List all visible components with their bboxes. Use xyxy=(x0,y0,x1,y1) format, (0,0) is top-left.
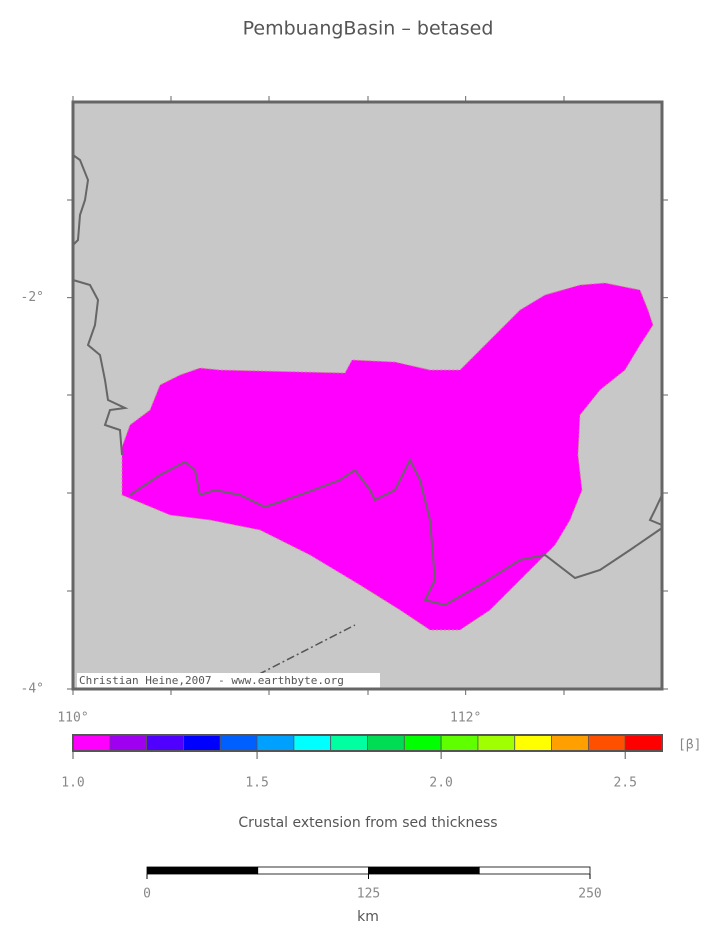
colorbar-unit: [β] xyxy=(678,738,701,753)
colorbar-cell xyxy=(256,734,295,752)
colorbar-cell xyxy=(330,734,368,752)
colorbar-cell xyxy=(514,734,552,752)
colorbar-cell xyxy=(587,734,626,752)
colorbar-caption: Crustal extension from sed thickness xyxy=(238,815,497,831)
colorbar-tick-label: 2.5 xyxy=(613,776,636,791)
colorbar-cell xyxy=(109,734,148,752)
credit: Christian Heine,2007 - www.earthbyte.org xyxy=(79,674,344,687)
colorbar-tick-label: 1.5 xyxy=(245,776,268,791)
scale-unit: km xyxy=(357,909,379,925)
colorbar-cell xyxy=(477,734,516,752)
scale-tick-label: 250 xyxy=(578,887,601,902)
coastlines xyxy=(72,154,663,607)
colorbar-cell xyxy=(551,734,589,752)
scale-segment xyxy=(478,866,591,875)
scale-segment xyxy=(257,866,369,875)
scale-tick-label: 125 xyxy=(357,887,380,902)
title: PembuangBasin – betased xyxy=(243,18,494,40)
scale-segment xyxy=(368,866,480,875)
credit-box xyxy=(77,673,380,688)
scale-tick-label: 0 xyxy=(143,887,151,902)
lat-tick-label: -4° xyxy=(21,682,44,697)
basin-region xyxy=(121,282,654,631)
colorbar-cell xyxy=(367,734,405,752)
colorbar-cell xyxy=(403,734,442,752)
colorbar-tick-label: 1.0 xyxy=(61,776,84,791)
colorbar-tick-label: 2.0 xyxy=(429,776,452,791)
minor-ticks xyxy=(67,96,668,695)
colorbar-frame xyxy=(72,734,663,752)
colorbar-cell xyxy=(72,734,111,752)
colorbar-cell xyxy=(440,734,479,752)
colorbar-cell xyxy=(293,734,332,752)
lon-tick-label: 110° xyxy=(57,711,88,726)
lon-tick-label: 112° xyxy=(450,711,481,726)
colorbar-cell xyxy=(183,734,221,752)
colorbar-cell xyxy=(219,734,258,752)
colorbar-cell xyxy=(146,734,184,752)
scale-segment xyxy=(146,866,259,875)
colorbar-cell xyxy=(624,734,663,752)
lat-tick-label: -2° xyxy=(21,290,44,305)
